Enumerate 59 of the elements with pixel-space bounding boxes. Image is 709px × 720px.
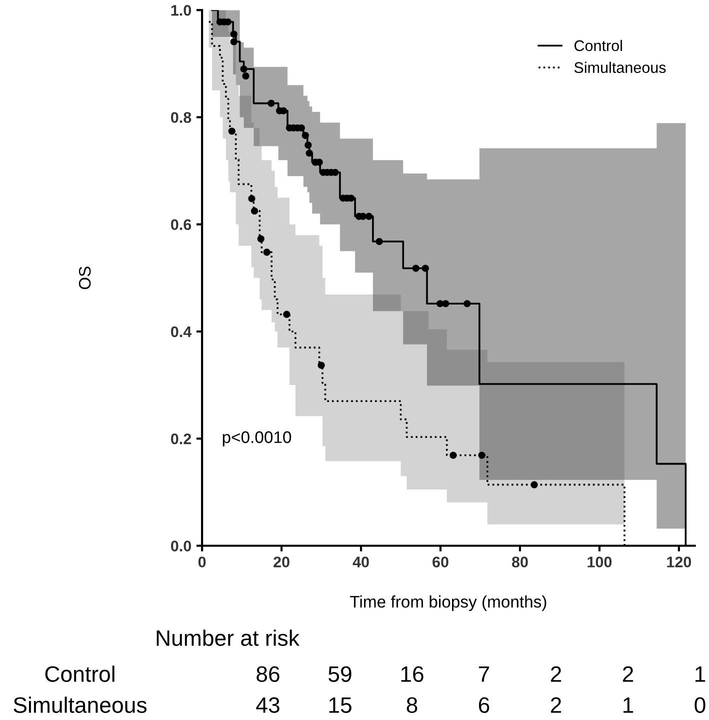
text: 59 bbox=[328, 666, 352, 682]
text: Control bbox=[45, 666, 114, 682]
text: 2 bbox=[622, 666, 634, 682]
text: 2 bbox=[550, 666, 562, 682]
legend-label: Control bbox=[574, 40, 622, 52]
text: 8 bbox=[406, 697, 418, 713]
point bbox=[478, 452, 486, 459]
y-tick-label: 0.6 bbox=[171, 219, 192, 230]
text: 86 bbox=[256, 666, 280, 682]
point bbox=[257, 235, 264, 242]
text: 43 bbox=[256, 697, 280, 713]
point bbox=[376, 238, 383, 246]
y-tick-label: 0.4 bbox=[171, 326, 192, 338]
point bbox=[230, 30, 238, 38]
x-tick-label: 0 bbox=[198, 556, 206, 568]
text: Simultaneous bbox=[14, 696, 147, 713]
text: 1 bbox=[696, 666, 706, 682]
annotation: p<0.0010 bbox=[222, 431, 292, 446]
x-tick-label: 40 bbox=[352, 556, 369, 568]
x-tick-label: 80 bbox=[512, 556, 528, 568]
point bbox=[250, 207, 258, 214]
y-tick-label: 0.8 bbox=[171, 112, 192, 123]
text: 16 bbox=[401, 666, 424, 682]
point bbox=[283, 310, 290, 318]
point bbox=[464, 300, 471, 308]
x-tick-label: 100 bbox=[588, 556, 612, 568]
x-tick-label: 120 bbox=[667, 556, 692, 568]
text: Number at risk bbox=[156, 630, 300, 646]
text: 2 bbox=[550, 697, 562, 713]
point bbox=[318, 362, 325, 369]
x-tick-label: 20 bbox=[274, 556, 290, 568]
point bbox=[268, 100, 275, 107]
x-tick-label: 60 bbox=[432, 556, 448, 568]
point bbox=[365, 212, 373, 220]
y-axis-title: OS bbox=[78, 266, 91, 290]
point bbox=[263, 248, 270, 256]
text: 7 bbox=[478, 666, 490, 682]
text: 1 bbox=[624, 697, 634, 713]
y-tick-label: 1.0 bbox=[171, 4, 192, 16]
point bbox=[240, 65, 248, 73]
point bbox=[230, 38, 238, 46]
x-axis-title: Time from biopsy (months) bbox=[350, 595, 546, 611]
point bbox=[228, 128, 236, 135]
y-tick-label: 0.2 bbox=[171, 433, 192, 444]
point bbox=[242, 72, 250, 80]
point bbox=[450, 452, 457, 459]
point bbox=[302, 132, 309, 139]
legend-label: Simultaneous bbox=[574, 62, 666, 74]
y-tick-label: 0.0 bbox=[171, 540, 192, 552]
point bbox=[248, 195, 256, 202]
text: 6 bbox=[478, 697, 490, 713]
point bbox=[306, 150, 313, 157]
point bbox=[412, 264, 420, 272]
point bbox=[442, 300, 450, 308]
text: 0 bbox=[694, 697, 706, 713]
point bbox=[422, 264, 429, 272]
point bbox=[530, 481, 538, 488]
point bbox=[304, 142, 312, 149]
text: 15 bbox=[329, 697, 352, 713]
